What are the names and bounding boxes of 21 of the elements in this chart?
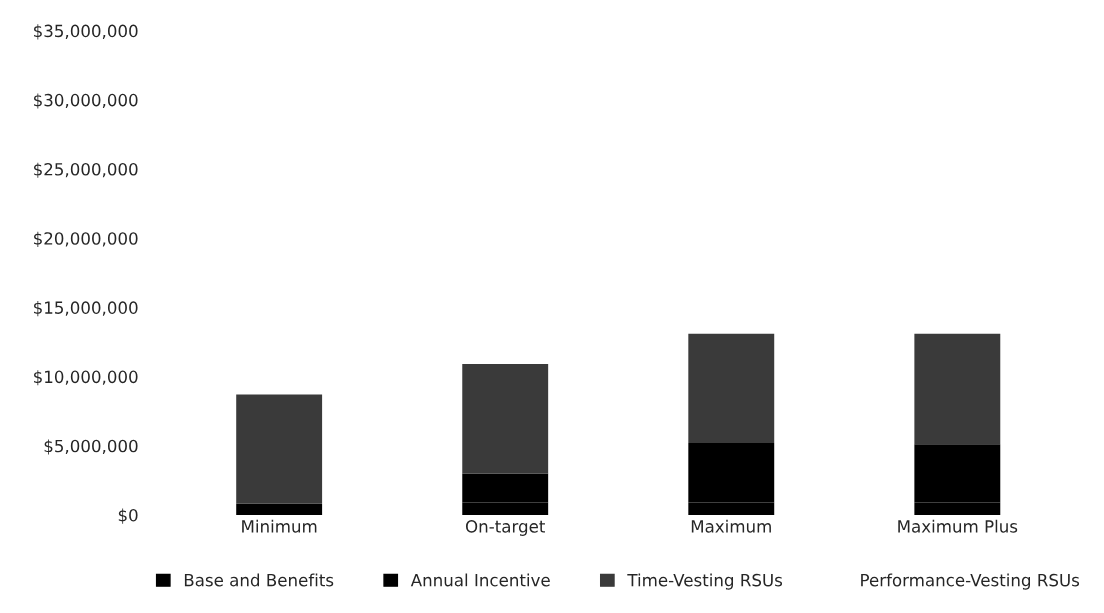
y-tick-label: $20,000,000 <box>34 231 138 247</box>
legend-label: Time-Vesting RSUs <box>627 573 783 590</box>
y-tick-label: $35,000,000 <box>34 24 138 40</box>
y-tick-label: $30,000,000 <box>34 93 138 109</box>
bar <box>688 333 775 443</box>
y-tick-label: $25,000,000 <box>34 162 138 178</box>
bar <box>236 394 323 504</box>
x-tick-label: Maximum <box>691 519 771 533</box>
legend-label: Base and Benefits <box>184 573 334 587</box>
text: Performance-Vesting RSUs <box>861 573 1080 590</box>
y-tick-label: $0 <box>118 508 138 524</box>
legend-label: Annual Incentive <box>410 573 550 587</box>
bar <box>914 333 1001 445</box>
x-tick-label: On-target <box>465 520 545 536</box>
x-tick-label: Minimum <box>242 519 317 533</box>
bar <box>462 364 549 474</box>
x-tick-label: Maximum Plus <box>898 519 1018 533</box>
bar <box>236 503 323 515</box>
y-tick-label: $10,000,000 <box>34 370 138 386</box>
y-tick-label: $5,000,000 <box>44 439 138 455</box>
y-tick-label: $15,000,000 <box>34 301 138 317</box>
